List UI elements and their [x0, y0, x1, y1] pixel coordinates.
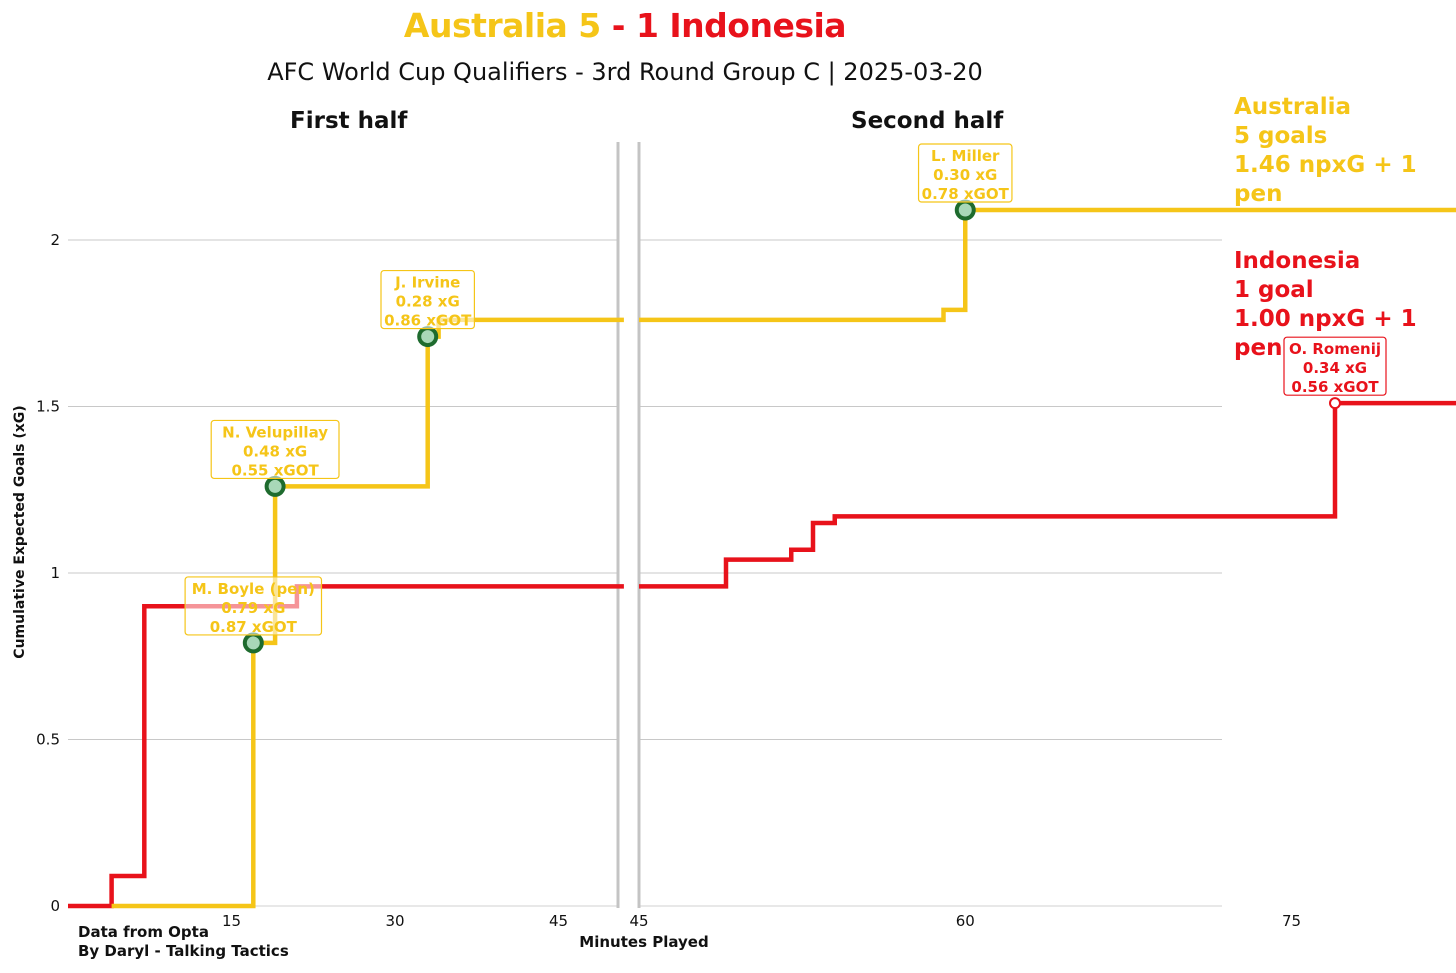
indonesia-goal-marker: [1329, 397, 1341, 410]
chart-title: Australia 5 - 1 Indonesia: [0, 6, 1250, 45]
australia-goal-marker: [954, 199, 976, 221]
title-away: - 1 Indonesia: [611, 6, 847, 45]
y-axis-label: Cumulative Expected Goals (xG): [12, 405, 28, 659]
australia-goal-label-text: 0.28 xG: [396, 293, 460, 311]
x-tick-label: 60: [956, 912, 975, 930]
australia-goal-label-box: [210, 419, 340, 480]
australia-goal-label-text: 0.30 xG: [933, 166, 997, 184]
y-tick-label: 0.5: [36, 731, 60, 749]
indonesia-goal-label-text: 0.34 xG: [1303, 359, 1367, 377]
indonesia-goal-label-box: [1283, 336, 1387, 396]
x-tick-label: 45: [629, 912, 648, 930]
x-axis-label: Minutes Played: [579, 933, 709, 951]
australia-goal-label-box: [917, 143, 1013, 203]
second-half-label: Second half: [851, 108, 1004, 134]
axis-layer: 00.511.521530454560759097: [36, 231, 1301, 930]
australia-goal-label-text: N. Velupillay: [222, 423, 328, 441]
australia-goal-label-box: [380, 269, 476, 330]
goal-layer: M. Boyle (pen)0.79 xG0.87 xGOT N. Velupil…: [184, 143, 1387, 654]
y-tick-label: 1.5: [36, 398, 60, 416]
australia-goal-label-text: 0.79 xG: [221, 599, 285, 617]
australia-goal-label-text: L. Miller: [931, 147, 1000, 165]
australia-goal-label-text: 0.87 xGOT: [210, 618, 298, 636]
chart-subtitle: AFC World Cup Qualifiers - 3rd Round Gro…: [267, 58, 983, 86]
australia-goal-label-text: 0.55 xGOT: [231, 461, 319, 479]
x-tick-label: 30: [385, 912, 404, 930]
australia-goal-label-text: 0.48 xG: [243, 442, 307, 460]
australia-xg-line-second-half: [639, 207, 1456, 323]
credit-source: Data from Opta: [78, 923, 209, 941]
y-tick-label: 1: [50, 564, 60, 582]
australia-goal-label-text: M. Boyle (pen): [192, 580, 315, 598]
australia-goal-marker: [242, 632, 264, 654]
credit-author: By Daryl - Talking Tactics: [78, 942, 289, 960]
australia-summary: Australia 5 goals 1.46 npxG + 1 pen: [1234, 93, 1456, 209]
australia-xg: 1.46 npxG + 1 pen: [1234, 152, 1417, 207]
australia-goal-marker: [417, 326, 439, 348]
indonesia-goal-label-text: O. Romenij: [1289, 340, 1381, 358]
indonesia-summary: Indonesia 1 goal 1.00 npxG + 1 pen: [1234, 247, 1456, 363]
australia-goal-marker: [264, 475, 286, 497]
australia-goal-label-text: 0.86 xGOT: [384, 312, 472, 330]
y-tick-label: 0: [50, 897, 60, 915]
indonesia-goals: 1 goal: [1234, 277, 1314, 303]
australia-goal-label-box: [184, 576, 323, 636]
indonesia-goal-label-text: 0.56 xGOT: [1291, 378, 1379, 396]
indonesia-xg-line-first-half: [68, 584, 624, 909]
indonesia-xg: 1.00 npxG + 1 pen: [1234, 306, 1417, 361]
title-home: Australia 5: [403, 6, 601, 45]
australia-goals: 5 goals: [1234, 123, 1328, 149]
indonesia-xg-line-second-half: [639, 400, 1456, 589]
x-tick-label: 75: [1282, 912, 1301, 930]
credit: Data from Opta By Daryl - Talking Tactic…: [78, 923, 289, 961]
indonesia-name: Indonesia: [1234, 248, 1361, 274]
australia-goal-label-text: J. Irvine: [394, 274, 460, 292]
australia-name: Australia: [1234, 94, 1352, 120]
grid-layer: [68, 142, 1222, 908]
first-half-label: First half: [290, 108, 408, 134]
x-tick-label: 45: [549, 912, 568, 930]
australia-goal-label-text: 0.78 xGOT: [922, 185, 1010, 203]
y-tick-label: 2: [50, 231, 60, 249]
x-tick-label: 15: [222, 912, 241, 930]
